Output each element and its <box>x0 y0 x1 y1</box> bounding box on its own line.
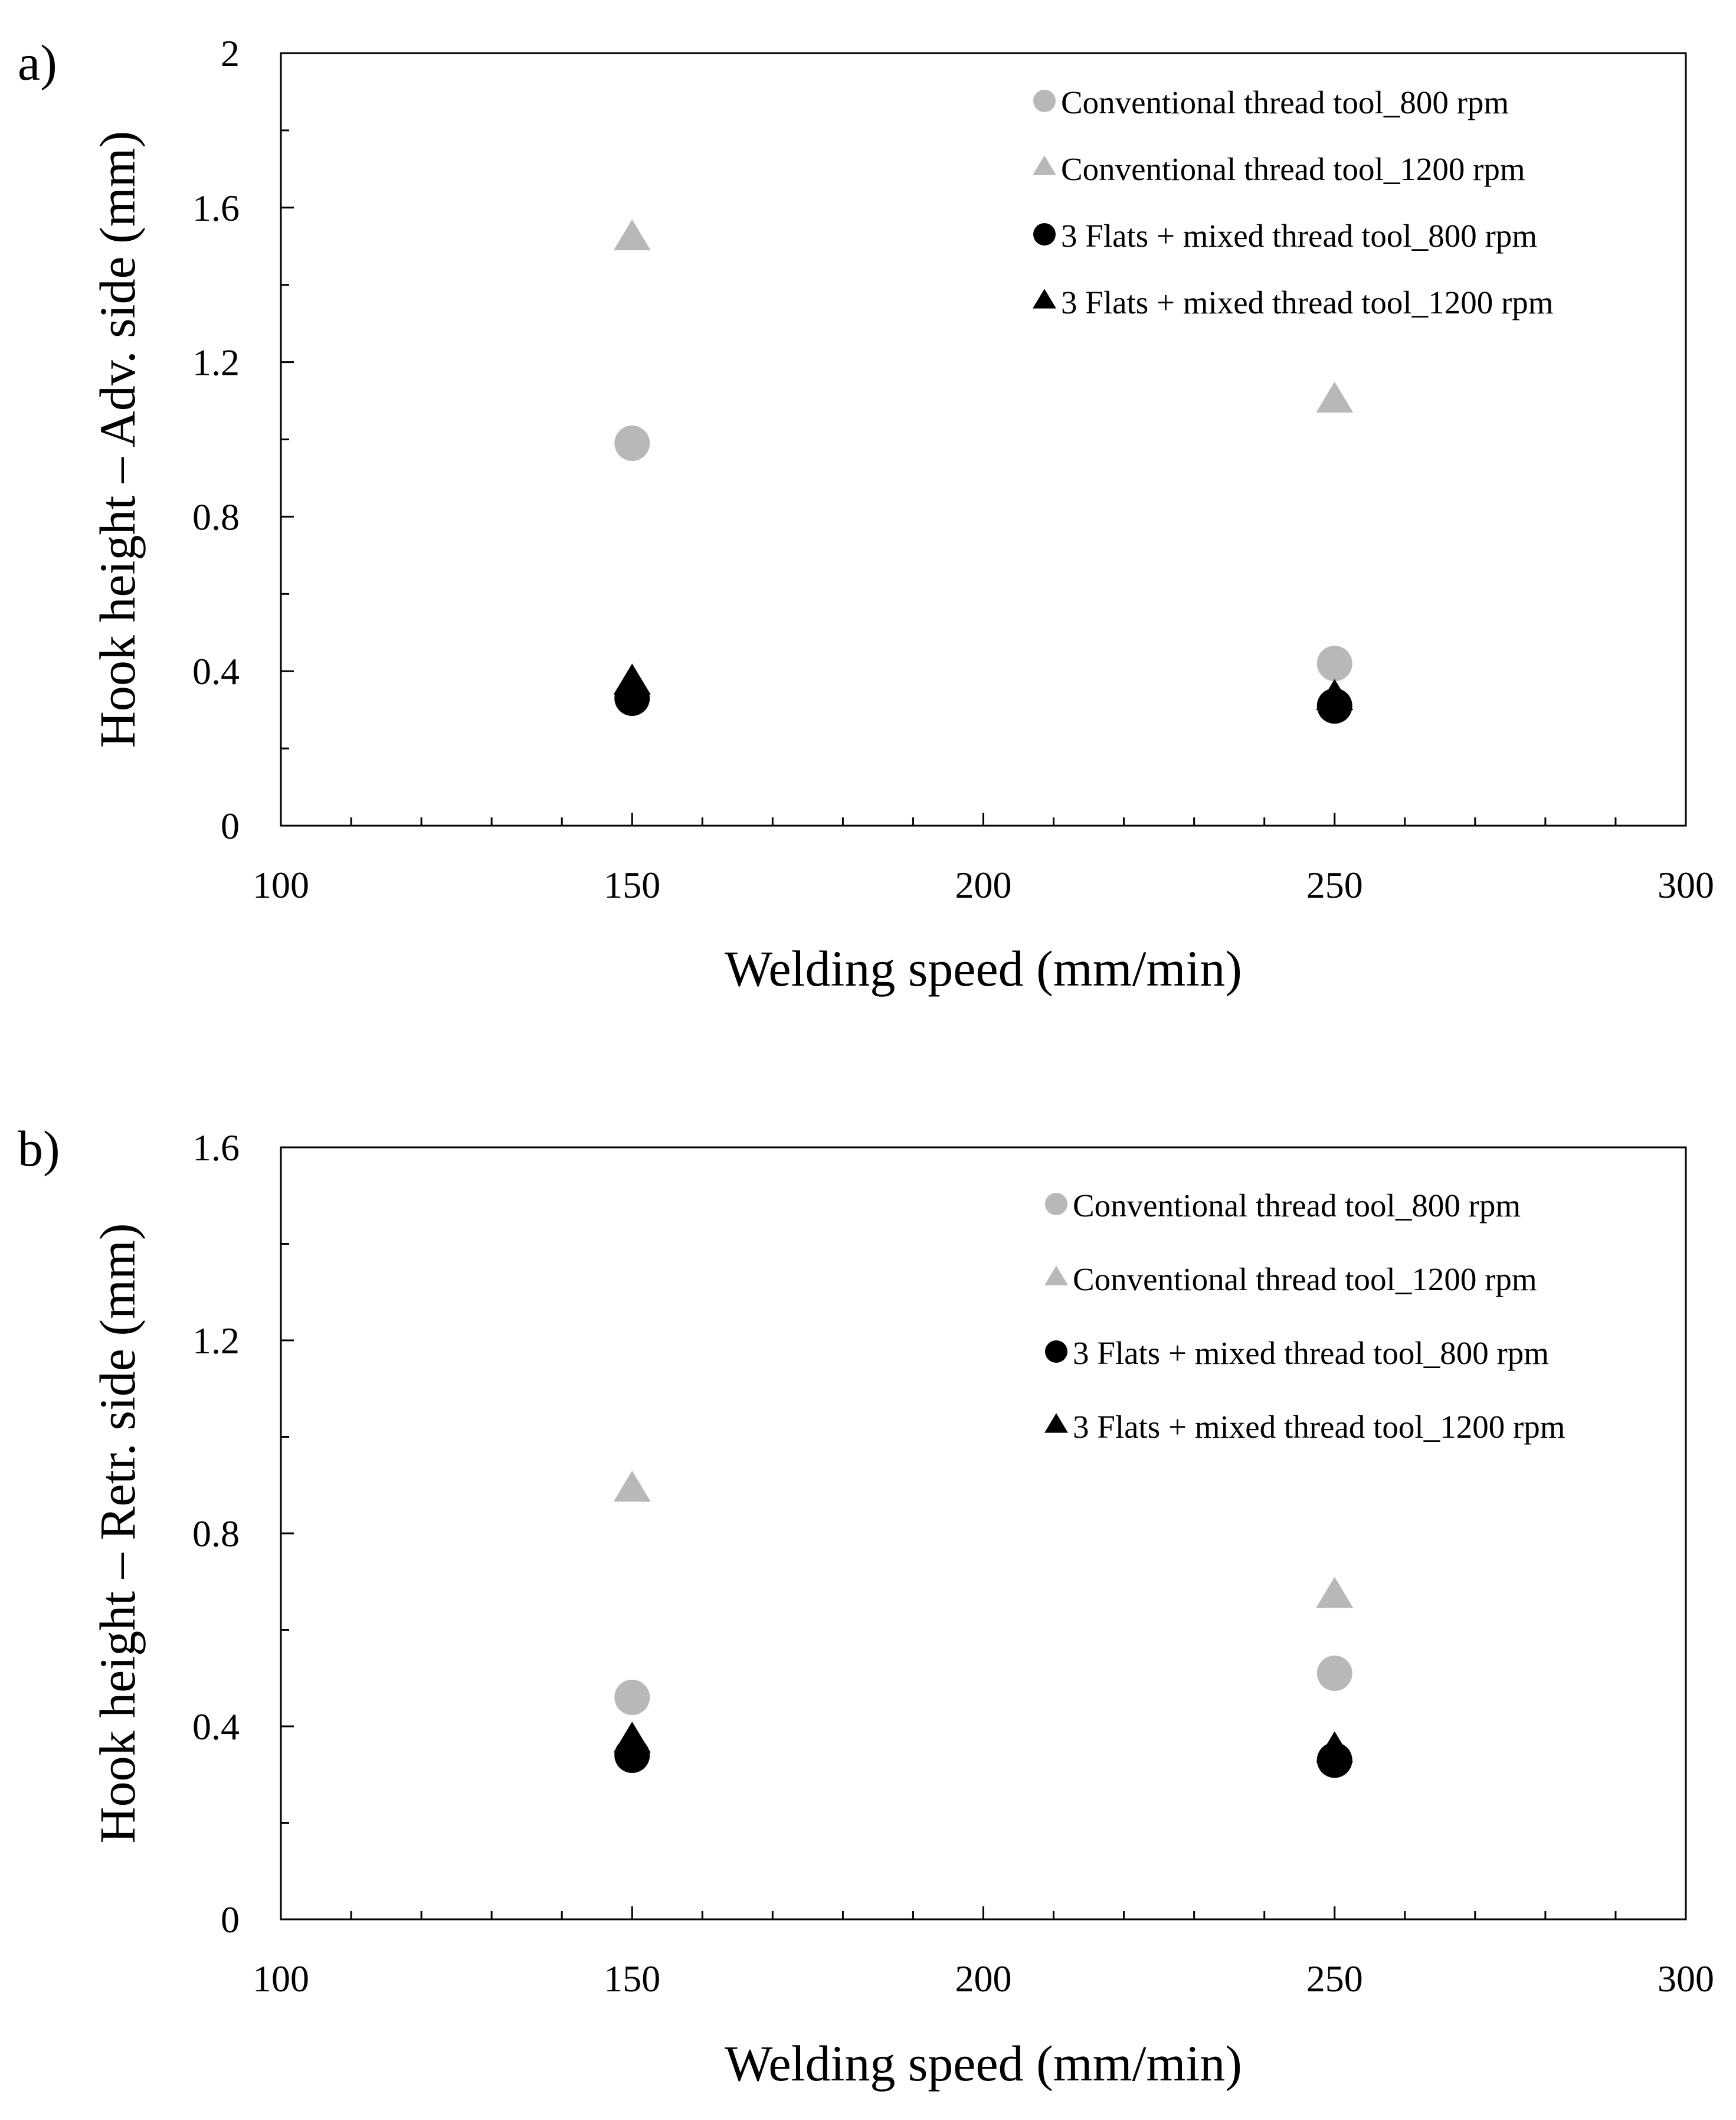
series-2 <box>613 1470 1354 1608</box>
y-tick-label: 1.2 <box>192 342 240 384</box>
x-tick-label: 200 <box>955 1958 1012 2000</box>
y-tick-label: 0.4 <box>192 1706 240 1748</box>
data-point-triangle <box>1316 381 1354 413</box>
y-tick-label: 0 <box>221 1899 240 1941</box>
series-4 <box>613 1721 1354 1762</box>
chart-panel-1: a) 100 150 200 250 300 0 0.4 0.8 1.2 1.6 2 Welding s… <box>18 32 1714 997</box>
x-tick-label: 250 <box>1306 864 1363 906</box>
legend-marker-triangle <box>1033 155 1056 175</box>
panel-label: a) <box>18 34 57 91</box>
data-point-triangle <box>1316 1576 1354 1608</box>
y-tick-label: 0 <box>221 805 240 847</box>
legend: Conventional thread tool_800 rpm Conventi… <box>1044 1187 1565 1445</box>
y-tick-label: 0.4 <box>192 650 240 692</box>
legend-marker-triangle <box>1044 1413 1068 1433</box>
data-point-triangle <box>613 219 651 251</box>
x-axis-title: Welding speed (mm/min) <box>725 2035 1242 2092</box>
legend-marker-circle <box>1045 1193 1067 1215</box>
y-tick-label: 1.6 <box>192 1127 240 1169</box>
series-4 <box>613 663 1354 710</box>
data-point-triangle <box>1316 1731 1354 1762</box>
x-tick-label: 150 <box>604 1958 660 2000</box>
data-point-triangle <box>1316 679 1354 710</box>
series-2 <box>613 219 1354 413</box>
legend-label: 3 Flats + mixed thread tool_1200 rpm <box>1073 1409 1565 1445</box>
data-point-circle <box>1316 646 1352 682</box>
legend-label: Conventional thread tool_800 rpm <box>1061 84 1509 120</box>
chart-panel-2: b) 100 150 200 250 300 0 0.4 0.8 1.2 1.6 Welding sp… <box>18 1120 1714 2092</box>
legend-marker-circle <box>1033 90 1056 112</box>
legend-marker-triangle <box>1044 1265 1068 1285</box>
x-tick-label: 100 <box>253 1958 309 2000</box>
series-3 <box>614 1738 1352 1778</box>
y-tick-label: 0.8 <box>192 1513 240 1555</box>
data-point-circle <box>614 1679 650 1715</box>
y-tick-label: 1.6 <box>192 187 240 229</box>
panel-label: b) <box>18 1120 60 1177</box>
y-axis-title: Hook height – Retr. side (mm) <box>89 1223 146 1844</box>
legend-label: 3 Flats + mixed thread tool_1200 rpm <box>1061 284 1554 320</box>
legend-label: 3 Flats + mixed thread tool_800 rpm <box>1073 1335 1549 1371</box>
y-axis-title: Hook height – Adv. side (mm) <box>89 131 146 748</box>
x-tick-label: 250 <box>1306 1958 1363 2000</box>
x-tick-label: 100 <box>253 864 309 906</box>
data-point-triangle <box>613 1470 651 1502</box>
x-tick-label: 150 <box>604 864 660 906</box>
legend-marker-circle <box>1033 223 1056 246</box>
y-tick-label: 1.2 <box>192 1320 240 1362</box>
y-tick-label: 2 <box>221 32 240 74</box>
x-tick-label: 300 <box>1658 1958 1714 2000</box>
x-tick-label: 300 <box>1658 864 1714 906</box>
series-1 <box>614 426 1352 682</box>
y-tick-label: 0.8 <box>192 496 240 538</box>
legend-label: Conventional thread tool_1200 rpm <box>1061 151 1525 187</box>
series-1 <box>614 1656 1352 1715</box>
legend-label: Conventional thread tool_1200 rpm <box>1073 1261 1537 1297</box>
data-point-circle <box>614 426 650 462</box>
data-point-triangle <box>613 663 651 695</box>
legend-marker-circle <box>1045 1340 1067 1363</box>
legend-label: Conventional thread tool_800 rpm <box>1073 1187 1521 1223</box>
series-3 <box>614 681 1352 724</box>
data-point-circle <box>1316 1656 1352 1692</box>
legend-label: 3 Flats + mixed thread tool_800 rpm <box>1061 218 1537 254</box>
x-tick-label: 200 <box>955 864 1012 906</box>
data-point-triangle <box>613 1721 651 1753</box>
legend: Conventional thread tool_800 rpm Conventi… <box>1033 84 1554 320</box>
legend-marker-triangle <box>1033 289 1056 309</box>
x-axis-title: Welding speed (mm/min) <box>725 940 1242 997</box>
